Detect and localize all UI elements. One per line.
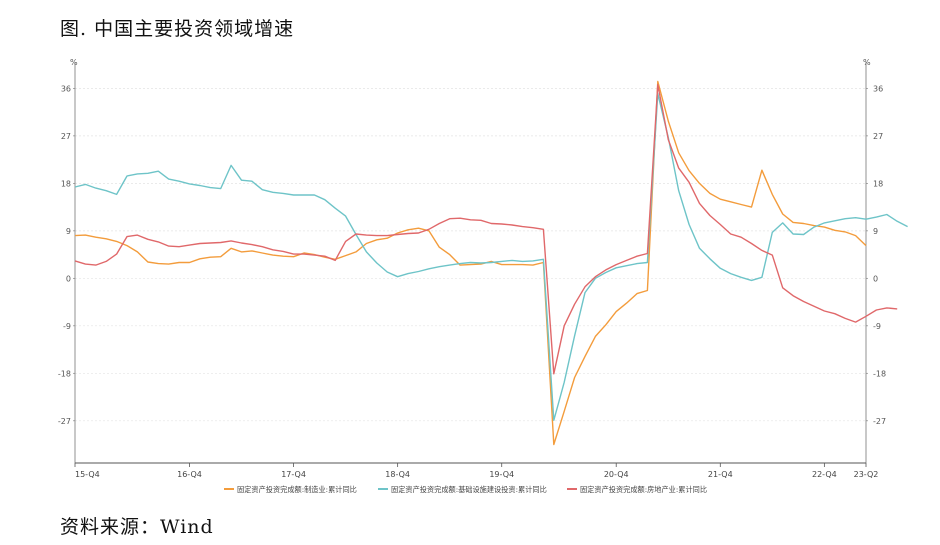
- source-note: 资料来源：Wind: [60, 516, 214, 538]
- y-tick-label-right: -18: [873, 369, 886, 378]
- y-tick-label-left: -27: [58, 417, 71, 426]
- y-tick-label-right: -9: [873, 322, 881, 331]
- y-tick-label-right: -27: [873, 417, 886, 426]
- y-tick-label-right: 0: [873, 274, 878, 283]
- series-line-1: [74, 80, 867, 446]
- legend-label-3: 固定资产投资完成额:房地产业:累计同比: [580, 485, 707, 494]
- y-tick-label-left: 36: [61, 84, 71, 93]
- legend-label-1: 固定资产投资完成额:制造业:累计同比: [237, 485, 357, 494]
- y-tick-label-left: -18: [58, 369, 71, 378]
- x-tick-label: 16-Q4: [177, 470, 202, 479]
- x-tick-label: 22-Q4: [812, 470, 837, 479]
- x-tick-label: 17-Q4: [281, 470, 306, 479]
- chart-title: 图. 中国主要投资领域增速: [60, 18, 295, 40]
- legend-label-2: 固定资产投资完成额:基础设施建设投资:累计同比: [391, 485, 547, 494]
- legend: 固定资产投资完成额:制造业:累计同比 固定资产投资完成额:基础设施建设投资:累计同…: [224, 485, 707, 494]
- x-tick-label: 15-Q4: [75, 470, 100, 479]
- y-tick-label-right: 27: [873, 132, 883, 141]
- x-tick-label: 19-Q4: [489, 470, 514, 479]
- y-tick-label-left: 0: [66, 274, 71, 283]
- y-tick-label-right: 9: [873, 227, 878, 236]
- x-tick-label: 21-Q4: [708, 470, 733, 479]
- y-tick-label-left: 27: [61, 132, 71, 141]
- x-tick-label: 23-Q2: [854, 470, 879, 479]
- series-line-2: [74, 92, 908, 421]
- axes: [73, 62, 868, 467]
- y-unit-right: %: [863, 58, 871, 67]
- x-tick-label: 20-Q4: [604, 470, 629, 479]
- series-line-3: [74, 83, 898, 375]
- series-lines: [74, 80, 908, 446]
- y-tick-label-left: 9: [66, 227, 71, 236]
- y-tick-label-right: 36: [873, 84, 883, 93]
- y-tick-label-left: 18: [61, 179, 71, 188]
- y-unit-left: %: [70, 58, 78, 67]
- x-tick-label: 18-Q4: [385, 470, 410, 479]
- y-tick-label-right: 18: [873, 179, 883, 188]
- tick-labels: -27 -27 -18 -18 -9 -9 0 0 9 9 18 18 27 27 36 36% % 15-Q4 1…: [58, 58, 886, 479]
- y-tick-label-left: -9: [63, 322, 71, 331]
- grid-lines: [75, 88, 866, 422]
